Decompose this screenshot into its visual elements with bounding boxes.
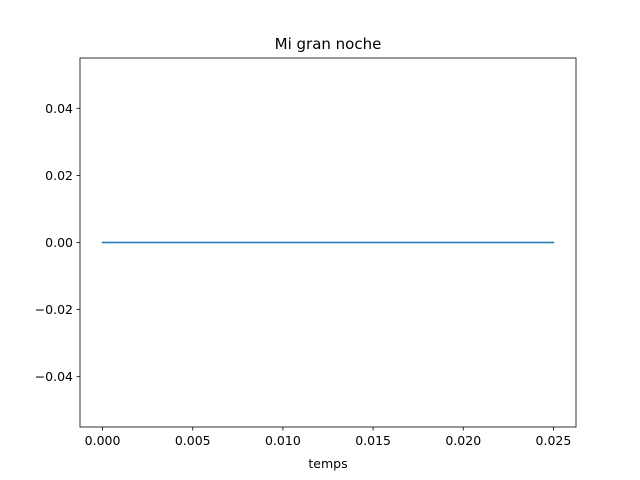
y-tick-label: 0.02 (45, 168, 73, 183)
x-tick-label: 0.010 (265, 433, 301, 448)
chart-title: Mi gran noche (275, 35, 382, 53)
x-tick-label: 0.020 (445, 433, 481, 448)
x-tick-label: 0.000 (85, 433, 121, 448)
x-tick-label: 0.015 (355, 433, 391, 448)
y-tick-label: −0.04 (35, 369, 73, 384)
y-tick-label: 0.00 (45, 235, 73, 250)
y-axis: −0.04 −0.02 0.00 0.02 0.04 (35, 101, 80, 384)
x-axis-label: temps (308, 456, 347, 471)
x-tick-label: 0.005 (175, 433, 211, 448)
y-tick-label: 0.04 (45, 101, 73, 116)
x-axis: 0.000 0.005 0.010 0.015 0.020 0.025 (85, 427, 572, 448)
x-tick-label: 0.025 (536, 433, 572, 448)
y-tick-label: −0.02 (35, 302, 73, 317)
